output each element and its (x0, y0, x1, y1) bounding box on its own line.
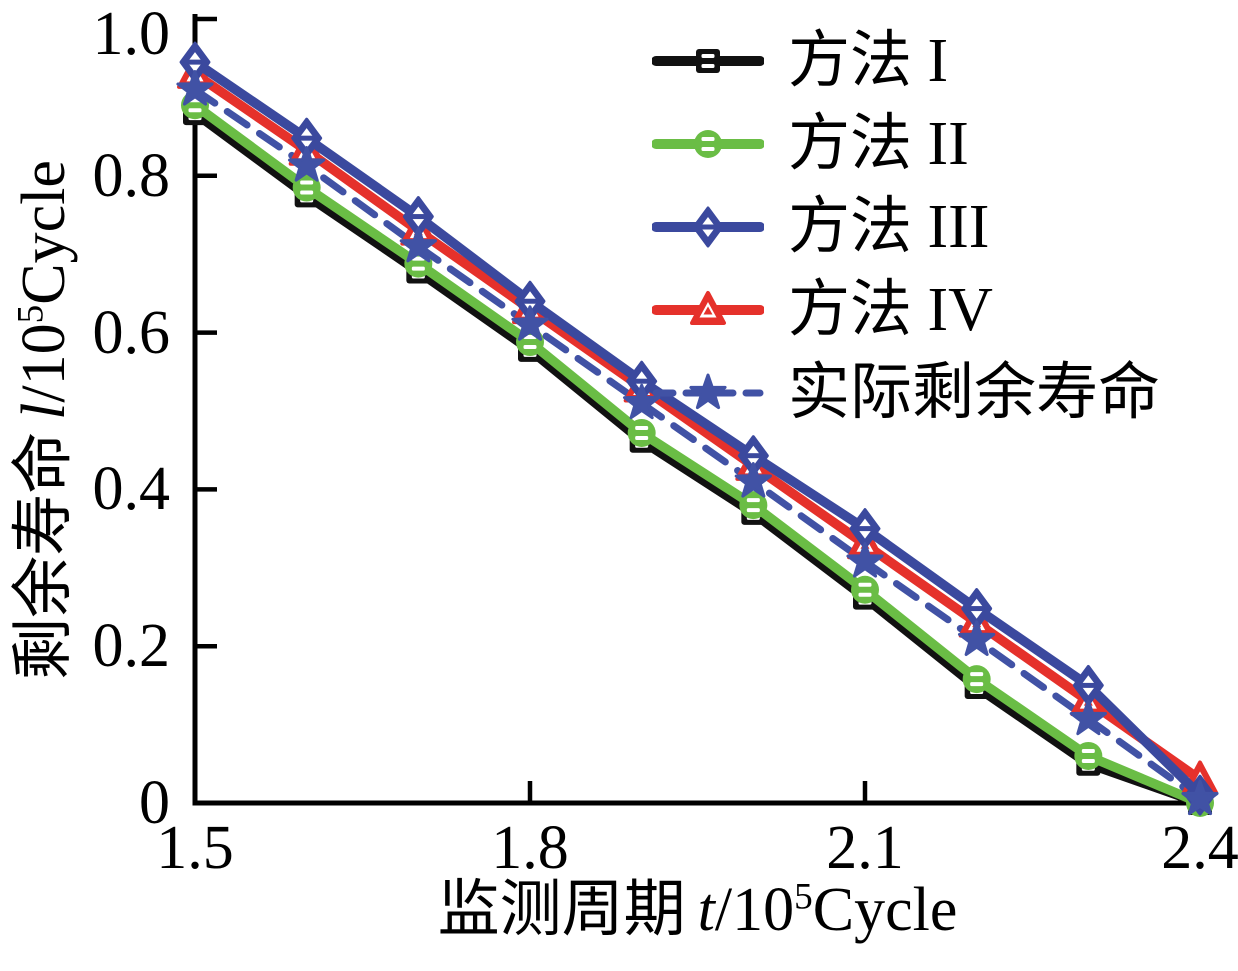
data-point-marker-star (176, 70, 214, 106)
x-tick-label: 1.5 (156, 814, 234, 882)
data-point-marker-circle (739, 491, 768, 520)
y-axis-title-cjk: 剩余寿命 (10, 431, 78, 680)
data-point-marker-star (734, 462, 772, 498)
legend-item-4: 实际剩余寿命 (652, 358, 1160, 428)
x-axis-title-variable: t (697, 876, 715, 944)
legend-item-2: 方法 III (652, 192, 1160, 262)
y-tick-label: 0.2 (92, 612, 171, 681)
legend-marker-triangle-icon (652, 291, 764, 325)
legend-label: 方法 II (788, 110, 969, 178)
legend-label: 方法 III (788, 193, 990, 261)
series-line-2 (190, 57, 1205, 800)
y-axis-title: 剩余寿命 l/105Cycle (8, 160, 80, 680)
data-point-marker-star (1069, 699, 1107, 736)
data-point-marker-star (288, 146, 326, 182)
legend-marker-star-icon (652, 373, 764, 410)
data-point-marker-diamond (849, 508, 881, 550)
data-point-marker-circle (962, 665, 991, 694)
data-point-marker-diamond (514, 280, 546, 322)
data-point-marker-star (399, 226, 437, 263)
data-point-marker-star (511, 305, 549, 341)
y-axis-title-unit-pre: /10 (10, 323, 78, 403)
data-point-marker-star (623, 383, 661, 420)
legend-item-0: 方法 I (652, 26, 1160, 96)
y-tick-label: 0.6 (92, 298, 171, 367)
axes (192, 14, 1206, 806)
series-markers-4 (176, 70, 1219, 816)
data-point-marker-square (696, 49, 720, 73)
x-tick-label: 2.1 (826, 814, 904, 882)
legend-marker-diamond-icon (652, 206, 764, 248)
series-line-3 (190, 69, 1205, 785)
legend-marker-square-icon (652, 49, 764, 73)
data-point-marker-star (1181, 779, 1219, 816)
data-point-marker-circle (1074, 741, 1103, 770)
y-tick-label: 1.0 (92, 0, 171, 68)
x-tick-label: 2.4 (1161, 814, 1238, 882)
series-line-1 (190, 100, 1205, 808)
y-tick-label: 0 (139, 769, 170, 837)
legend-label: 方法 IV (788, 276, 993, 344)
series-line-0 (190, 108, 1205, 808)
series-line-4 (191, 86, 1204, 803)
data-point-marker-triangle (690, 291, 726, 325)
y-tick-label: 0.4 (92, 455, 171, 524)
y-axis-title-variable: l (10, 402, 78, 420)
legend-label: 实际剩余寿命 (788, 359, 1161, 427)
legend-item-3: 方法 IV (652, 275, 1160, 345)
data-point-marker-diamond (692, 206, 724, 248)
data-point-marker-diamond (1072, 664, 1104, 706)
legend: 方法 I 方法 II 方法 III 方法 IV 实际剩余寿命 (652, 26, 1160, 441)
legend-marker-circle-icon (652, 130, 764, 158)
data-point-marker-circle (627, 418, 656, 447)
x-axis-title-unit-pre: /10 (714, 876, 795, 944)
y-axis-title-unit-sup: 5 (10, 304, 52, 324)
x-axis-title: 监测周期 t/105Cycle (195, 874, 1200, 946)
data-point-marker-star (846, 542, 884, 578)
x-tick-label: 1.8 (491, 814, 569, 882)
data-point-marker-circle (292, 173, 321, 202)
y-tick-label: 0.8 (92, 141, 171, 210)
x-axis-title-unit-sup: 5 (794, 876, 813, 918)
y-axis-title-unit-post: Cycle (10, 160, 78, 305)
data-point-marker-star (689, 373, 727, 410)
data-point-marker-circle (694, 130, 722, 158)
data-point-marker-circle (851, 575, 879, 604)
legend-item-1: 方法 II (652, 109, 1160, 179)
x-axis-title-unit-post: Cycle (812, 876, 958, 944)
data-point-marker-star (958, 620, 996, 656)
legend-label: 方法 I (788, 27, 949, 95)
x-axis-title-cjk: 监测周期 (437, 876, 686, 944)
